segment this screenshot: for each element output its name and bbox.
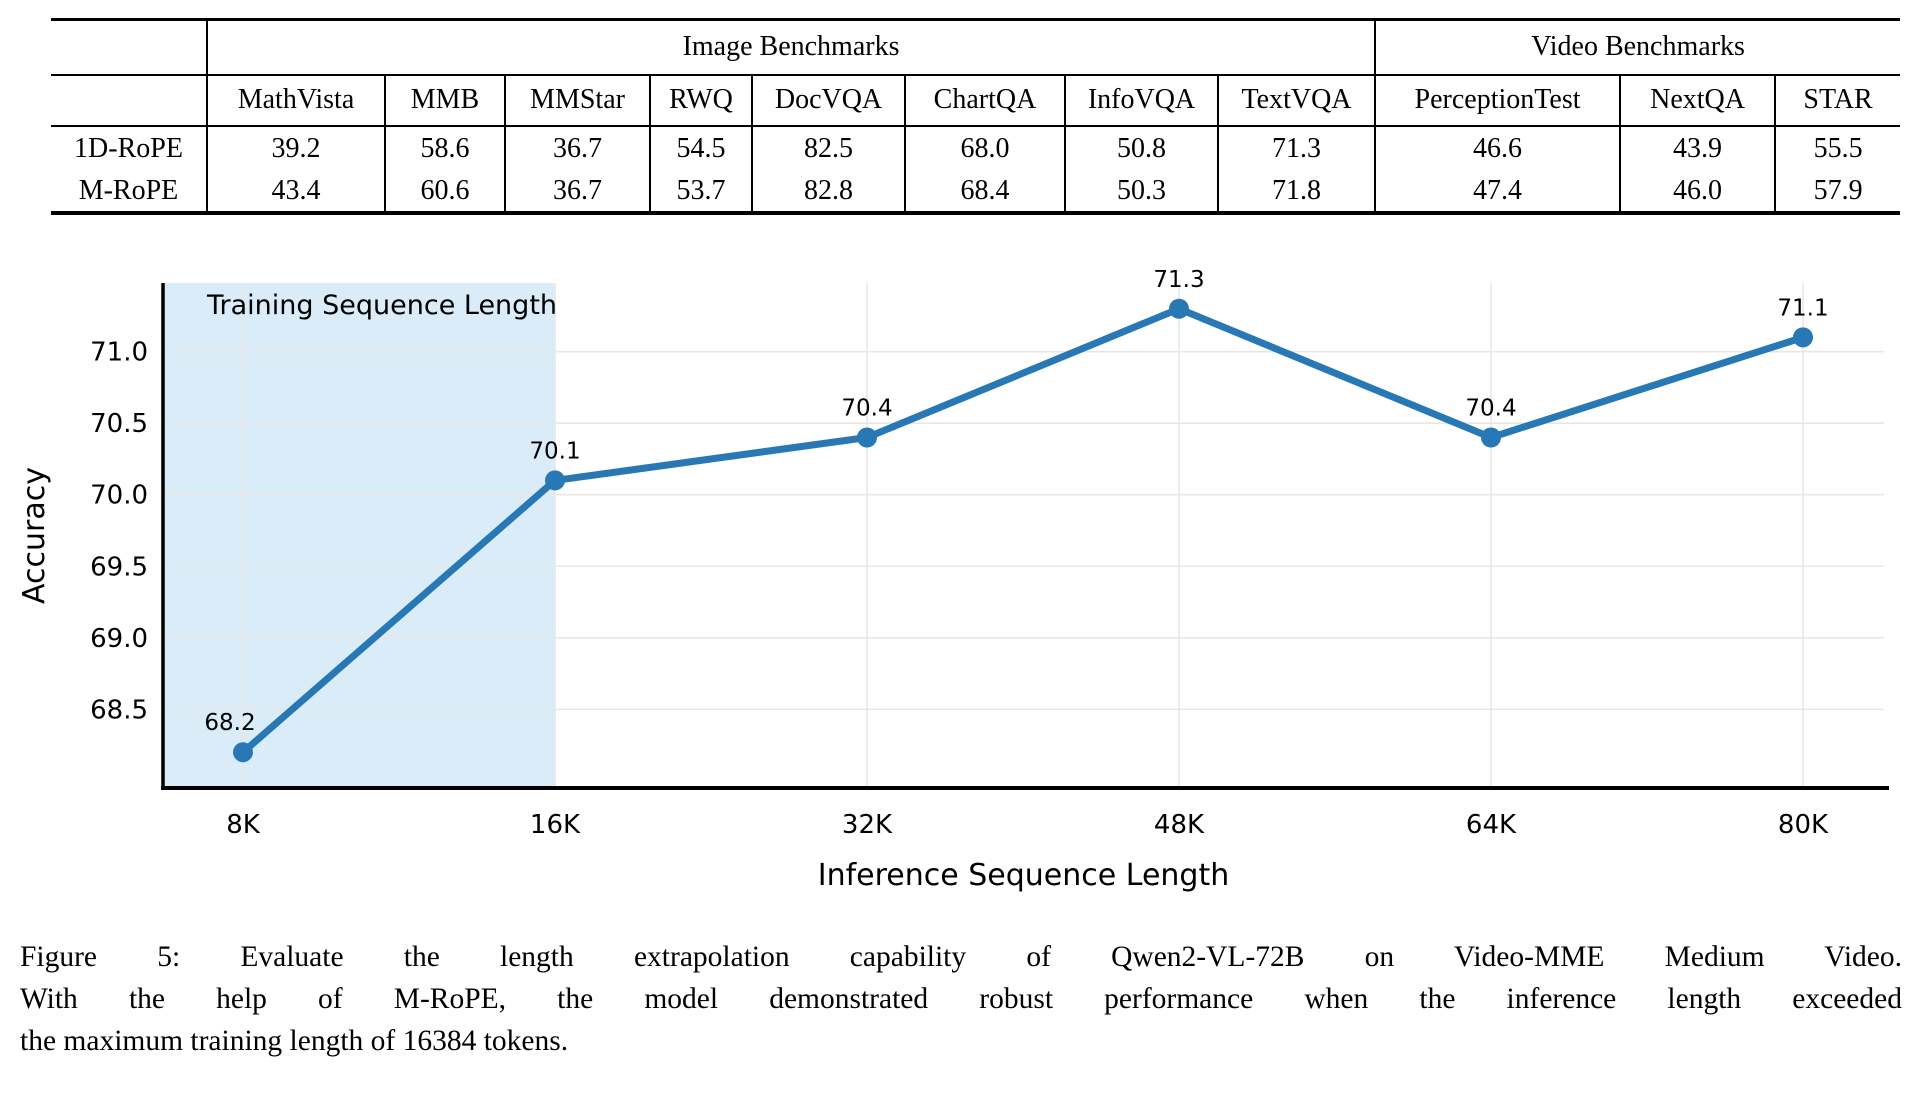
- table-col-header: DocVQA: [751, 75, 905, 127]
- accuracy-line-chart: 68.2 70.1 70.4 71.3 70.4 71.1 Training Sequenc…: [17, 267, 1889, 893]
- table-cell: 39.2: [206, 126, 385, 169]
- table-cell: 68.0: [904, 126, 1065, 169]
- accuracy-line: [239, 305, 1807, 756]
- y-tick-label: 70.5: [90, 409, 148, 439]
- x-axis-label: Inference Sequence Length: [818, 858, 1230, 893]
- data-point-48K: [1169, 298, 1189, 319]
- table-col-header: PerceptionTest: [1374, 75, 1621, 127]
- data-point-label: 70.4: [841, 396, 892, 422]
- table-cell: 46.0: [1619, 169, 1776, 213]
- data-point-16K: [545, 470, 565, 491]
- table-col-header: MMB: [384, 75, 505, 127]
- table-group-header-video: Video Benchmarks: [1374, 19, 1901, 76]
- y-tick-label: 71.0: [90, 338, 148, 368]
- table-cell: 36.7: [504, 169, 650, 213]
- table-col-header: InfoVQA: [1064, 75, 1218, 127]
- x-tick-label: 64K: [1466, 810, 1517, 840]
- y-tick-label: 69.5: [90, 552, 148, 582]
- table-row-label: M-RoPE: [78, 175, 179, 206]
- table-cell: 54.5: [649, 126, 752, 169]
- x-tick-label: 48K: [1154, 810, 1205, 840]
- x-tick-label: 8K: [226, 810, 261, 840]
- table-header-empty: [51, 75, 207, 127]
- table-col-header: MathVista: [206, 75, 385, 127]
- table-col-header: STAR: [1774, 75, 1901, 127]
- table-cell: 36.7: [504, 126, 650, 169]
- y-tick-label: 69.0: [90, 624, 148, 654]
- table-cell: 46.6: [1374, 126, 1621, 169]
- table-col-header: ChartQA: [904, 75, 1065, 127]
- benchmark-results-table: Image Benchmarks Video Benchmarks MathVist…: [51, 18, 1901, 215]
- table-cell: 47.4: [1374, 169, 1621, 213]
- y-axis-label: Accuracy: [17, 467, 52, 604]
- x-tick-label: 80K: [1778, 810, 1829, 840]
- y-tick-label: 68.5: [90, 695, 148, 725]
- table-col-header: TextVQA: [1216, 75, 1376, 127]
- table-cell: 53.7: [649, 169, 752, 213]
- table-cell: 71.8: [1216, 169, 1376, 213]
- caption-line-3: the maximum training length of 16384 tok…: [20, 1025, 569, 1057]
- data-point-8K: [233, 742, 253, 763]
- table-row-label: 1D-RoPE: [74, 133, 183, 164]
- data-point-80K: [1793, 327, 1813, 348]
- table-group-header-image: Image Benchmarks: [205, 19, 1376, 76]
- table-col-header: MMStar: [504, 75, 650, 127]
- table-cell: 82.8: [751, 169, 905, 213]
- data-point-label: 70.1: [529, 438, 580, 464]
- data-point-32K: [857, 427, 877, 448]
- table-cell: 60.6: [384, 169, 505, 213]
- table-cell: 58.6: [384, 126, 505, 169]
- data-point-label: 71.1: [1777, 295, 1828, 321]
- data-point-label: 70.4: [1465, 396, 1516, 422]
- figure-caption: Figure 5: Evaluate the length extrapolat…: [20, 936, 1902, 1062]
- data-point-label: 68.2: [204, 710, 255, 736]
- x-tick-label: 16K: [530, 810, 581, 840]
- table-cell: 55.5: [1774, 126, 1901, 169]
- y-tick-label: 70.0: [90, 481, 148, 511]
- table-corner-cell: [51, 19, 207, 76]
- table-col-header: NextQA: [1619, 75, 1776, 127]
- table-cell: 71.3: [1216, 126, 1376, 169]
- table-cell: 68.4: [904, 169, 1065, 213]
- table-cell: 43.4: [206, 169, 385, 213]
- data-point-64K: [1481, 427, 1501, 448]
- table-cell: 57.9: [1774, 169, 1901, 213]
- table-cell: 82.5: [751, 126, 905, 169]
- table-cell: 50.3: [1064, 169, 1218, 213]
- table-cell: 43.9: [1619, 126, 1776, 169]
- data-point-label: 71.3: [1153, 267, 1204, 293]
- caption-line-1: Figure 5: Evaluate the length extrapolat…: [20, 941, 1902, 973]
- training-region-label: Training Sequence Length: [206, 290, 557, 321]
- table-cell: 50.8: [1064, 126, 1218, 169]
- table-col-header: RWQ: [649, 75, 752, 127]
- x-tick-label: 32K: [842, 810, 893, 840]
- caption-line-2: With the help of M-RoPE, the model demon…: [20, 983, 1902, 1015]
